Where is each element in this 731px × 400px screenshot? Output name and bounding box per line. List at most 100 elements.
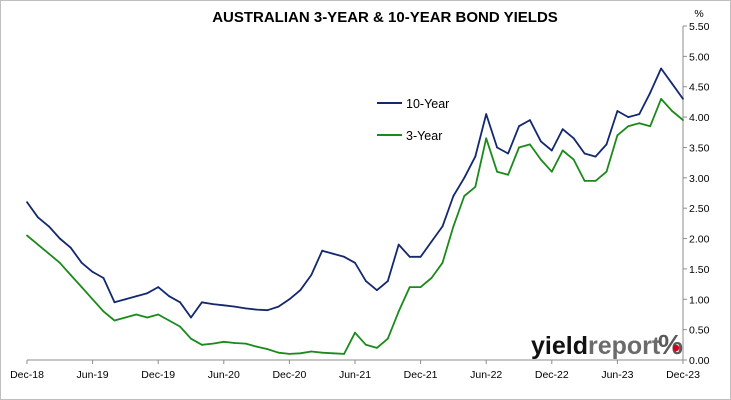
data-point-10-year (310, 274, 313, 276)
y-axis-unit-label: % (694, 8, 703, 20)
x-tick-label: Jun-21 (339, 369, 371, 381)
data-point-3-year (168, 319, 171, 322)
y-tick-label: 5.00 (689, 51, 710, 63)
y-tick-label: 2.50 (689, 203, 710, 215)
data-point-3-year (441, 261, 444, 264)
data-point-10-year (343, 255, 345, 258)
data-point-3-year (26, 234, 28, 237)
data-point-3-year (430, 277, 433, 279)
data-point-3-year (124, 316, 127, 319)
y-tick-label: 1.50 (689, 264, 710, 276)
data-point-10-year (386, 280, 389, 282)
data-point-10-year (91, 271, 94, 273)
y-axis: 0.00 0.50 1.00 1.50 2.00 2.50 3.00 3.50 4.00 4.50… (682, 21, 710, 367)
data-point-3-year (255, 345, 258, 348)
data-point-10-year (157, 286, 160, 288)
data-point-10-year (212, 303, 214, 305)
data-point-3-year (266, 348, 269, 350)
data-point-3-year (91, 298, 94, 301)
data-point-10-year (605, 143, 608, 146)
svg-text:yieldreport: yieldreport (531, 332, 661, 360)
data-point-10-year (233, 305, 236, 308)
x-tick-label: Dec-19 (141, 369, 175, 381)
yieldreport-logo: yieldreport % (531, 329, 683, 360)
data-point-3-year (113, 319, 116, 322)
data-point-10-year (627, 116, 630, 118)
data-point-10-year (485, 113, 488, 115)
data-point-10-year (682, 98, 684, 100)
x-tick-label: Jun-19 (77, 369, 109, 381)
data-point-3-year (594, 180, 597, 182)
data-point-10-year (419, 255, 422, 258)
y-tick-label: 4.00 (689, 112, 710, 124)
data-point-3-year (474, 186, 477, 188)
x-tick-label: Jun-20 (208, 369, 240, 381)
data-point-3-year (157, 313, 160, 316)
data-point-3-year (37, 243, 39, 246)
x-tick-label: Dec-23 (666, 369, 700, 381)
data-point-3-year (507, 173, 509, 176)
data-point-10-year (441, 225, 444, 228)
data-point-10-year (376, 289, 378, 292)
data-point-10-year (518, 125, 520, 128)
data-point-3-year (463, 195, 466, 197)
data-point-10-year (135, 295, 138, 298)
data-point-10-year (616, 110, 619, 112)
logo-red-dot (672, 344, 680, 352)
x-tick-label: Jun-22 (470, 369, 502, 381)
data-point-10-year (463, 176, 466, 179)
data-point-3-year (179, 325, 182, 328)
data-point-3-year (605, 170, 608, 173)
data-point-3-year (496, 170, 498, 173)
data-point-10-year (452, 195, 455, 197)
x-tick-label: Dec-22 (535, 369, 569, 381)
data-point-3-year (80, 286, 83, 288)
data-point-3-year (485, 137, 488, 140)
data-point-3-year (682, 119, 684, 121)
data-point-10-year (354, 261, 356, 264)
x-tick-label: Jun-23 (601, 369, 633, 381)
data-point-10-year (649, 91, 652, 94)
data-point-10-year (572, 137, 575, 140)
y-tick-label: 0.00 (689, 355, 710, 367)
data-point-3-year (518, 146, 520, 149)
y-tick-label: 1.00 (689, 294, 710, 306)
data-point-10-year (474, 155, 477, 158)
data-point-10-year (190, 316, 192, 319)
data-point-3-year (135, 313, 138, 316)
data-point-10-year (594, 155, 597, 158)
data-point-10-year (113, 301, 116, 304)
x-tick-label: Dec-21 (404, 369, 438, 381)
data-point-3-year (244, 342, 247, 345)
data-point-3-year (102, 310, 105, 313)
data-point-3-year (419, 286, 422, 288)
data-point-10-year (102, 277, 105, 279)
data-point-3-year (540, 158, 542, 161)
data-point-3-year (321, 351, 324, 354)
data-point-10-year (671, 82, 673, 85)
data-point-3-year (277, 351, 280, 354)
series-lines (26, 67, 684, 355)
data-point-10-year (561, 128, 564, 131)
data-point-10-year (58, 237, 61, 240)
data-point-10-year (168, 295, 171, 298)
data-point-10-year (332, 252, 334, 255)
y-tick-label: 3.50 (689, 142, 710, 154)
y-tick-label: 2.00 (689, 234, 710, 246)
chart-title: AUSTRALIAN 3-YEAR & 10-YEAR BOND YIELDS (212, 9, 558, 26)
data-point-3-year (299, 352, 302, 355)
data-point-10-year (660, 67, 662, 70)
data-point-10-year (266, 309, 269, 312)
data-point-10-year (496, 146, 498, 149)
data-point-10-year (299, 289, 302, 292)
x-axis: Dec-18 Jun-19 Dec-19 Jun-20 Dec-20 Jun-21 Dec-… (10, 359, 700, 381)
data-point-10-year (124, 298, 127, 301)
logo-percent-icon: % (658, 329, 683, 360)
logo-word-yield: yield (531, 332, 588, 360)
data-point-3-year (550, 170, 553, 173)
data-point-10-year (430, 240, 433, 243)
data-point-10-year (365, 280, 367, 282)
data-point-3-year (397, 310, 400, 313)
data-point-10-year (48, 225, 50, 228)
data-point-3-year (365, 343, 367, 346)
